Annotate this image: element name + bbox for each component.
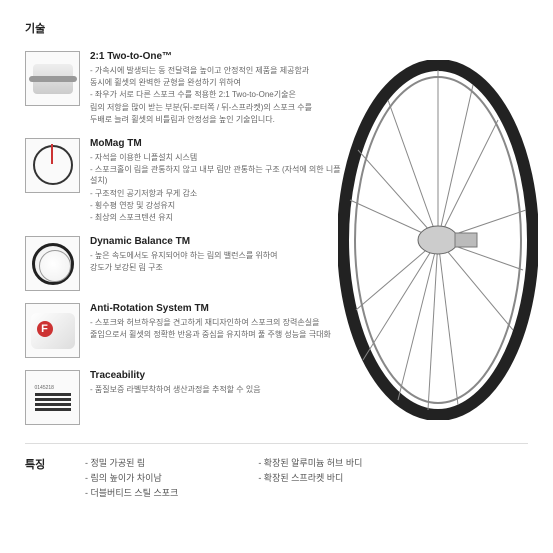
tech-desc: - 품질보증 라벨부착하여 생산과정을 추적할 수 있음: [90, 384, 348, 395]
tech-title: Dynamic Balance TM: [90, 236, 348, 247]
momag-icon: [25, 138, 80, 193]
features-title: 특징: [25, 456, 85, 501]
two-to-one-icon: [25, 51, 80, 106]
dynamic-balance-icon: [25, 236, 80, 291]
traceability-icon: 0145218: [25, 370, 80, 425]
features-col-2: - 확장된 알루미늄 허브 바디- 확장된 스프라켓 바디: [258, 456, 362, 501]
tech-title: Anti-Rotation System TM: [90, 303, 348, 314]
tech-title: 2:1 Two-to-One™: [90, 51, 348, 62]
tech-desc: - 가속시에 발생되는 동 전달력을 높이고 안정적인 제품을 제공함과동시에 …: [90, 65, 348, 125]
tech-desc: - 자석을 이용한 니플설치 시스템- 스포크홀이 림을 관통하지 않고 내부 …: [90, 152, 348, 223]
features-section: 특징 - 정밀 가공된 림- 림의 높이가 차이남- 더블버티드 스틸 스포크 …: [25, 443, 528, 501]
tech-desc: - 높은 속도에서도 유지되어야 하는 림의 밸런스를 위하여강도가 보강된 림…: [90, 250, 348, 273]
tech-section-title: 기술: [25, 20, 528, 36]
tech-title: MoMag TM: [90, 138, 348, 149]
tech-desc: - 스포크와 허브하우징을 견고하게 재디자인하여 스포크의 장력손실을줄임으로…: [90, 317, 348, 340]
wheel-image: [338, 60, 538, 420]
features-col-1: - 정밀 가공된 림- 림의 높이가 차이남- 더블버티드 스틸 스포크: [85, 456, 178, 501]
anti-rotation-icon: [25, 303, 80, 358]
tech-title: Traceability: [90, 370, 348, 381]
